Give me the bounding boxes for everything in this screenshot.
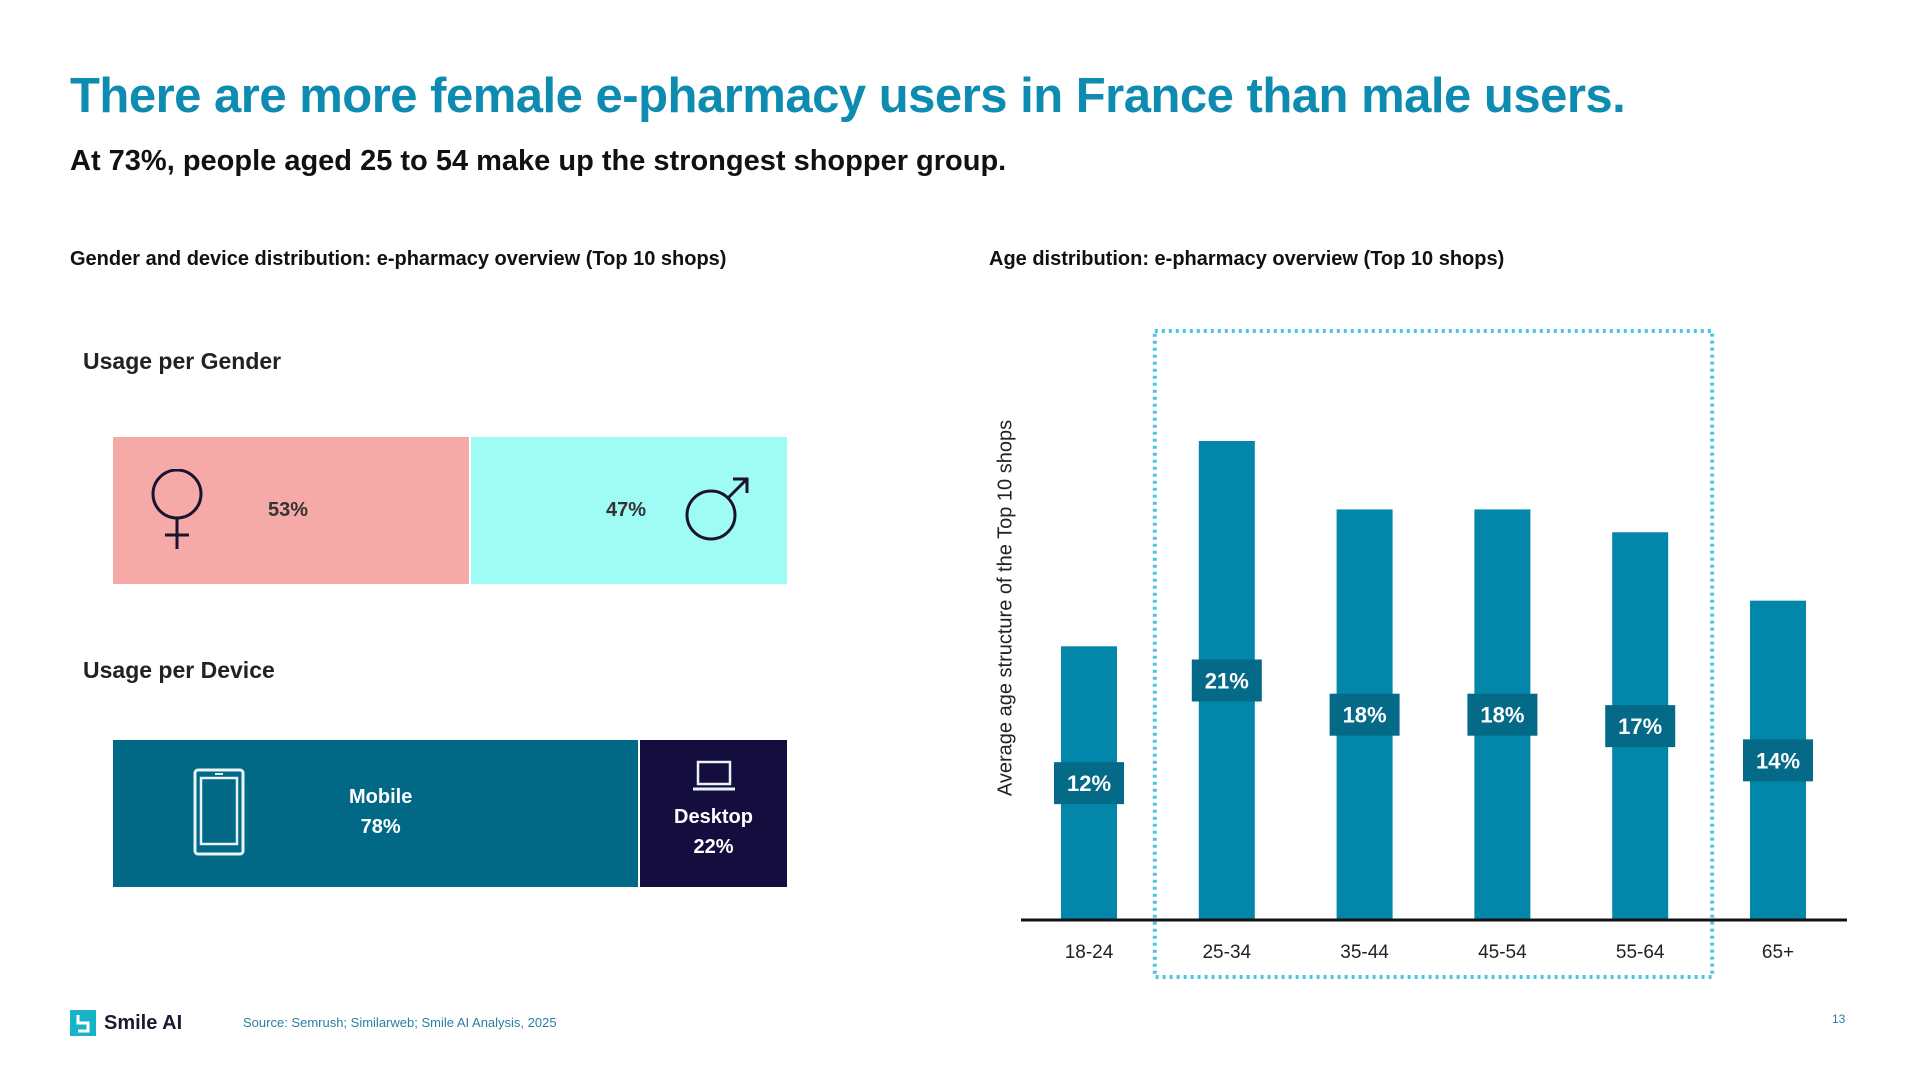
smile-ai-logo-icon [70,1010,96,1036]
desktop-segment: Desktop 22% [640,740,787,887]
device-usage-label: Usage per Device [83,657,275,683]
x-tick-label: 18-24 [1065,942,1114,963]
male-segment: 47% [471,437,787,584]
gender-usage-label: Usage per Gender [83,348,282,374]
data-label-box [1191,659,1262,702]
data-label-box [1054,762,1124,805]
data-label: 21% [1205,669,1249,694]
page-number: 13 [1832,1012,1846,1026]
x-tick-label: 65+ [1762,942,1794,963]
female-percent: 53% [268,499,309,521]
desktop-label: Desktop 22% [640,802,787,862]
data-label-box [1329,693,1400,736]
page-title: There are more female e-pharmacy users i… [70,69,1626,123]
data-label: 14% [1756,748,1800,773]
brand-name: Smile AI [104,1011,183,1034]
male-percent: 47% [606,499,647,521]
x-tick-label: 55-64 [1616,942,1665,963]
smartphone-icon [193,768,245,856]
data-label-box [1467,693,1538,736]
x-tick-label: 35-44 [1340,942,1389,963]
page-subtitle: At 73%, people aged 25 to 54 make up the… [70,145,1007,177]
female-symbol-icon [151,469,203,549]
brand-logo: Smile AI [70,1010,182,1036]
male-symbol-icon [685,477,749,541]
mobile-name: Mobile [349,786,413,808]
data-label-box [1605,705,1676,748]
mobile-label: Mobile 78% [349,782,412,842]
x-tick-label: 25-34 [1202,942,1251,963]
desktop-percent: 22% [693,836,734,858]
female-segment: 53% [113,437,469,584]
y-axis-label: Average age structure of the Top 10 shop… [994,419,1017,797]
x-tick-label: 45-54 [1478,942,1527,963]
chart-title: Age distribution: e-pharmacy overview (T… [989,248,1505,270]
data-label: 17% [1618,714,1662,739]
laptop-icon [693,760,735,791]
mobile-segment: Mobile 78% [113,740,638,887]
data-label: 12% [1067,771,1111,796]
data-label: 18% [1343,703,1387,728]
mobile-percent: 78% [360,816,401,838]
desktop-name: Desktop [674,806,753,828]
left-panel-heading: Gender and device distribution: e-pharma… [70,248,727,270]
data-label-box [1743,739,1813,782]
source-note: Source: Semrush; Similarweb; Smile AI An… [243,1015,557,1030]
data-label: 18% [1480,703,1524,728]
